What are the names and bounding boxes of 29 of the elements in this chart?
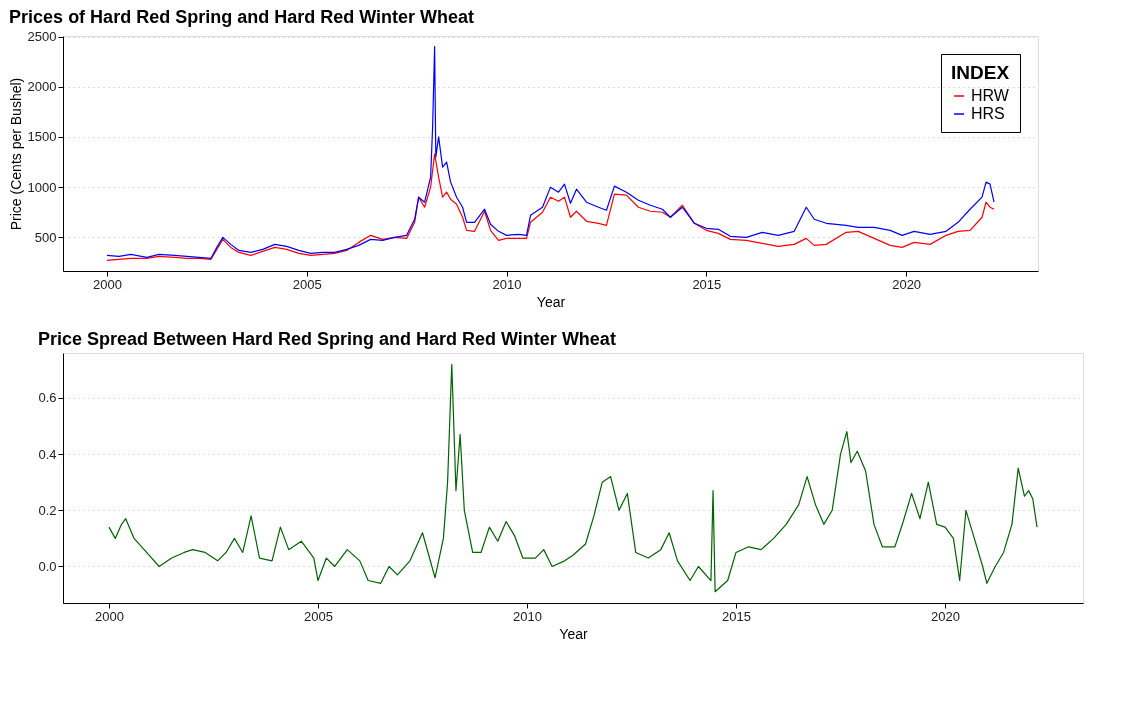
y-tick-label: 1000 [27,179,57,195]
x-tick-label: 2005 [292,276,322,292]
line-series [106,153,995,262]
legend-label: HRS [971,105,1005,122]
x-tick-label: 2015 [692,276,722,292]
chart-title: Price Spread Between Hard Red Spring and Hard Red Winter Wheat [37,329,616,349]
y-tick-label: 0.4 [38,446,57,462]
legend-label: HRW [971,87,1010,104]
y-tick-label: 0.0 [38,558,57,574]
x-tick-label: 2010 [492,276,522,292]
x-tick-label: 2010 [513,608,542,624]
x-tick-label: 2020 [931,608,961,624]
x-tick-label: 2015 [722,608,751,624]
y-axis-title: Price (Cents per Bushel) [7,77,24,231]
chart-title: Prices of Hard Red Spring and Hard Red Winter Wheat [9,6,474,27]
x-tick-label: 2000 [92,276,122,292]
x-tick-label: 2020 [892,276,922,292]
legend-title: INDEX [951,62,1010,83]
y-tick-label: 2000 [27,79,57,95]
y-tick-label: 1500 [27,129,57,145]
y-tick-label: 0.2 [38,502,57,518]
y-tick-label: 500 [34,229,57,245]
x-tick-label: 2005 [304,608,333,624]
x-axis-title: Year [559,625,588,642]
line-series [108,363,1038,593]
x-tick-label: 2000 [95,608,124,624]
x-axis-title: Year [536,293,566,310]
y-tick-label: 2500 [27,29,57,44]
y-tick-label: 0.6 [38,390,57,406]
